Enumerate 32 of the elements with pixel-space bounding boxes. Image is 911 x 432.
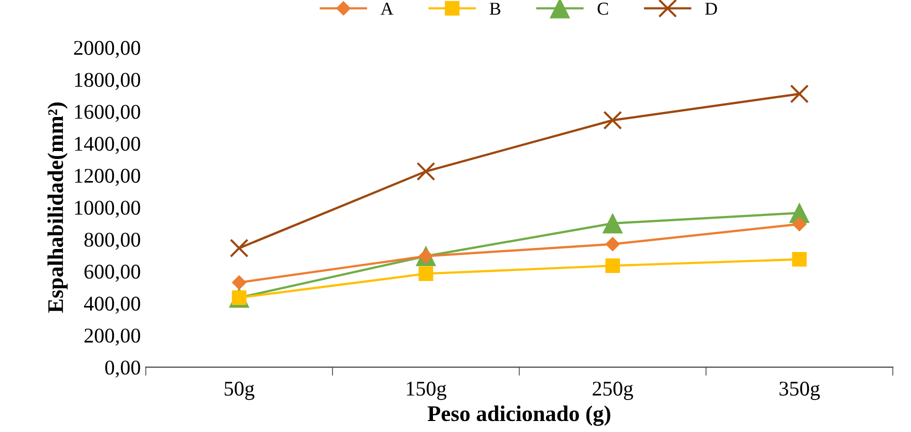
y-axis-title: Espalhabilidade(mm²) xyxy=(47,102,68,313)
x-tick-label: 150g xyxy=(406,382,446,400)
point xyxy=(605,258,620,273)
point xyxy=(605,236,620,252)
y-tick-label: 1200,00 xyxy=(75,168,140,186)
y-tick-label: 600,00 xyxy=(84,264,140,282)
legend-label: D xyxy=(705,2,717,15)
y-tick-label: 1000,00 xyxy=(75,200,140,218)
x-tick-label: 350g xyxy=(780,382,820,400)
y-tick-label: 0,00 xyxy=(105,360,140,378)
x-axis-title: Peso adicionado (g) xyxy=(428,406,610,426)
point xyxy=(230,238,249,258)
y-tick-label: 200,00 xyxy=(84,328,140,346)
y-tick-label: 1800,00 xyxy=(75,72,140,90)
y-tick-label: 800,00 xyxy=(84,232,140,250)
x-tick-label: 50g xyxy=(224,382,254,400)
point xyxy=(790,84,809,104)
legend-label: C xyxy=(598,2,608,15)
point xyxy=(232,275,246,290)
legend-label: B xyxy=(490,2,500,15)
point xyxy=(602,213,623,234)
point xyxy=(603,110,622,130)
x-tick-label: 250g xyxy=(592,382,634,400)
point xyxy=(792,252,807,267)
point xyxy=(792,216,807,232)
point xyxy=(416,162,436,181)
y-tick-label: 1600,00 xyxy=(75,104,140,122)
point xyxy=(418,266,434,281)
y-tick-label: 1400,00 xyxy=(75,136,140,154)
y-tick-label: 400,00 xyxy=(84,296,140,314)
legend-label: A xyxy=(380,2,394,15)
y-tick-label: 2000,00 xyxy=(74,40,140,58)
